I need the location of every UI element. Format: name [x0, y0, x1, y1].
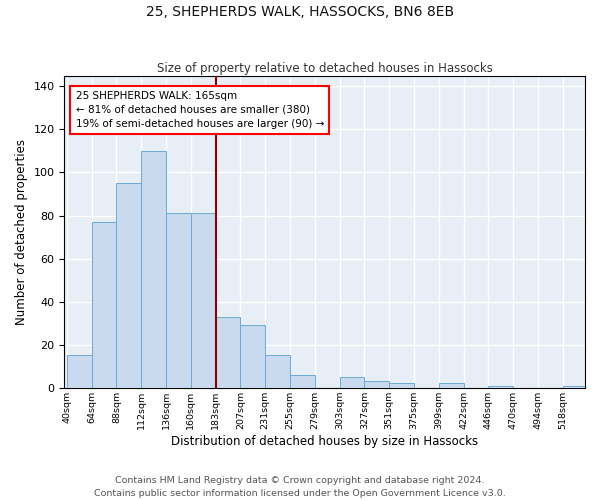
Bar	[364, 381, 389, 388]
Bar	[265, 356, 290, 388]
Bar	[389, 384, 414, 388]
Text: 25, SHEPHERDS WALK, HASSOCKS, BN6 8EB: 25, SHEPHERDS WALK, HASSOCKS, BN6 8EB	[146, 5, 454, 19]
Bar	[340, 377, 364, 388]
Bar	[290, 375, 315, 388]
Bar	[67, 356, 92, 388]
Bar	[563, 386, 587, 388]
Text: Contains HM Land Registry data © Crown copyright and database right 2024.
Contai: Contains HM Land Registry data © Crown c…	[94, 476, 506, 498]
Bar	[92, 222, 116, 388]
Bar	[116, 184, 141, 388]
Bar	[439, 384, 464, 388]
Bar	[241, 326, 265, 388]
Text: 25 SHEPHERDS WALK: 165sqm
← 81% of detached houses are smaller (380)
19% of semi: 25 SHEPHERDS WALK: 165sqm ← 81% of detac…	[76, 90, 324, 128]
Bar	[141, 151, 166, 388]
Title: Size of property relative to detached houses in Hassocks: Size of property relative to detached ho…	[157, 62, 493, 74]
Bar	[191, 214, 215, 388]
Bar	[166, 214, 191, 388]
X-axis label: Distribution of detached houses by size in Hassocks: Distribution of detached houses by size …	[171, 434, 478, 448]
Bar	[488, 386, 513, 388]
Bar	[215, 316, 241, 388]
Y-axis label: Number of detached properties: Number of detached properties	[15, 138, 28, 324]
